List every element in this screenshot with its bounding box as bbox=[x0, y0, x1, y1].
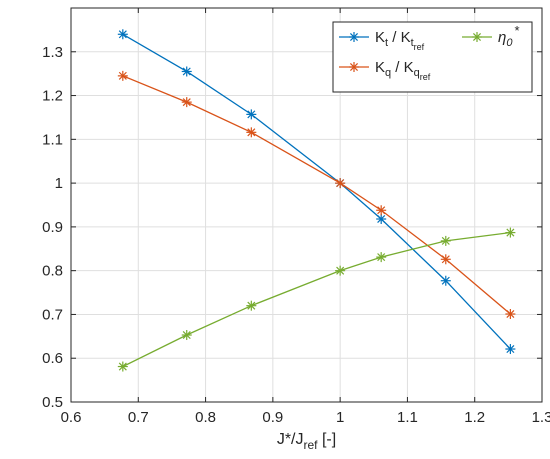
data-point bbox=[376, 252, 387, 263]
x-tick-label: 1.2 bbox=[464, 409, 485, 426]
legend-label-sub: t bbox=[385, 37, 388, 49]
series-line bbox=[122, 231, 511, 368]
data-point bbox=[505, 344, 516, 355]
legend-entry-2: η0* bbox=[462, 23, 520, 49]
legend-label-subsub: ref bbox=[420, 72, 431, 82]
x-axis-title-suffix: [-] bbox=[318, 431, 337, 448]
data-point bbox=[440, 275, 451, 286]
legend-entry-1: Kq / Kqref bbox=[339, 59, 431, 82]
legend-marker bbox=[472, 32, 482, 42]
data-point bbox=[181, 66, 192, 77]
data-point bbox=[505, 309, 516, 320]
data-point bbox=[376, 205, 387, 216]
series-line bbox=[122, 75, 511, 315]
legend-label-subsub: ref bbox=[414, 42, 425, 52]
series-group bbox=[117, 29, 516, 372]
data-point bbox=[246, 300, 257, 311]
legend-marker bbox=[349, 32, 359, 42]
legend-label-sub: q bbox=[414, 67, 420, 79]
legend-label-sub: q bbox=[385, 67, 391, 79]
y-tick-label: 1 bbox=[55, 175, 63, 192]
x-axis-title-sub: ref bbox=[303, 438, 318, 452]
legend-label: Kq / Kqref bbox=[375, 59, 431, 82]
legend-label-symbol: η bbox=[498, 29, 506, 46]
axis-ticks: 0.6 0.7 0.8 0.9 1 1.1 1.2 1.30.50.60.70.80.911.… bbox=[42, 8, 550, 426]
legend-marker bbox=[349, 62, 359, 72]
legend-label-symbol: K bbox=[375, 29, 385, 46]
legend-label-symbol: K bbox=[375, 59, 385, 76]
data-point bbox=[181, 330, 192, 341]
x-tick-label: 1 bbox=[336, 409, 344, 426]
y-tick-label: 1.3 bbox=[42, 44, 63, 61]
data-point bbox=[335, 265, 346, 276]
data-point bbox=[117, 29, 128, 40]
data-point bbox=[117, 361, 128, 372]
legend-label-sub: 0 bbox=[506, 37, 513, 49]
y-tick-label: 0.9 bbox=[42, 219, 63, 236]
y-tick-label: 0.8 bbox=[42, 263, 63, 280]
plot-area-frame bbox=[70, 7, 543, 403]
x-tick-label: 0.9 bbox=[262, 409, 283, 426]
data-point bbox=[117, 70, 128, 81]
data-point bbox=[246, 109, 257, 120]
data-point bbox=[440, 254, 451, 265]
x-tick-label: 0.8 bbox=[195, 409, 216, 426]
series-1 bbox=[117, 70, 516, 320]
x-axis-label: J*/Jref [-] bbox=[277, 431, 336, 452]
legend-label-divider: / K bbox=[391, 59, 414, 76]
legend-box bbox=[332, 21, 533, 93]
data-point bbox=[505, 227, 516, 238]
y-tick-label: 1.2 bbox=[42, 88, 63, 105]
x-tick-label: 0.6 bbox=[61, 409, 82, 426]
legend-label-sub: t bbox=[411, 37, 414, 49]
x-tick-label: 1.3 bbox=[532, 409, 550, 426]
y-tick-label: 0.5 bbox=[42, 394, 63, 411]
data-point bbox=[440, 235, 451, 246]
legend-label-divider: / K bbox=[388, 29, 411, 46]
y-tick-label: 0.7 bbox=[42, 306, 63, 323]
data-point bbox=[376, 214, 387, 225]
legend-label: Kt / Ktref bbox=[375, 29, 425, 52]
series-2 bbox=[117, 227, 516, 372]
legend-entry-0: Kt / Ktref bbox=[339, 29, 425, 52]
legend-label-sup: * bbox=[514, 23, 519, 38]
x-tick-label: 0.7 bbox=[128, 409, 149, 426]
data-point bbox=[246, 127, 257, 138]
y-tick-label: 0.6 bbox=[42, 350, 63, 367]
legend-label: η0* bbox=[498, 23, 520, 49]
x-axis-title: J*/Jref [-] bbox=[277, 431, 336, 452]
x-tick-label: 1.1 bbox=[397, 409, 418, 426]
x-axis-title-main: J*/J bbox=[277, 431, 304, 448]
data-point bbox=[335, 178, 346, 189]
data-point bbox=[181, 97, 192, 108]
y-tick-label: 1.1 bbox=[42, 131, 63, 148]
